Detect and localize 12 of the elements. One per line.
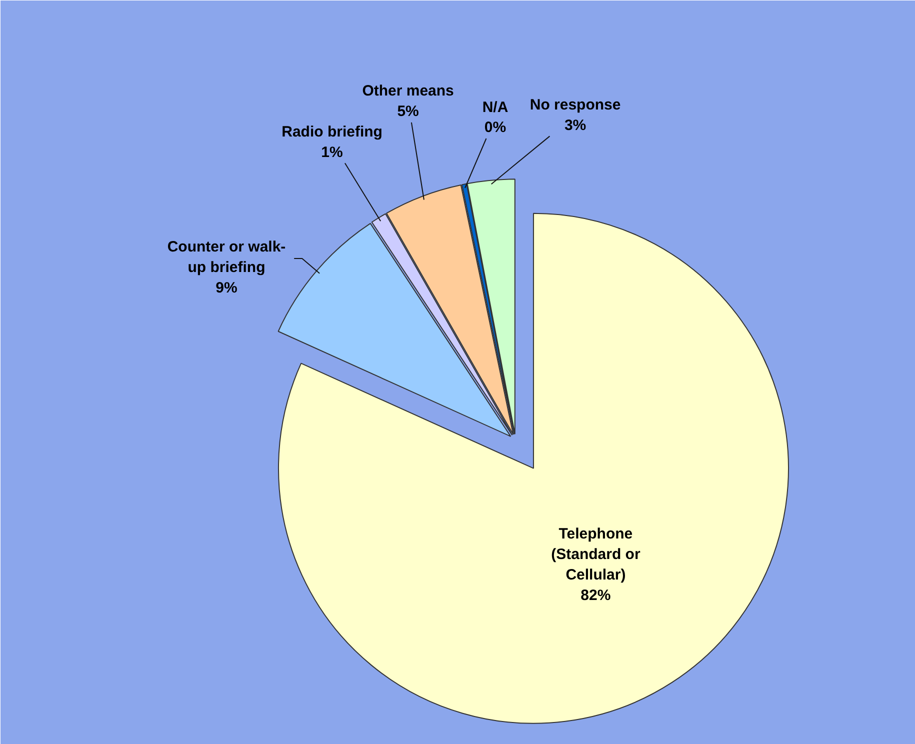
slice-label: N/A bbox=[482, 98, 508, 116]
data-label: 9% bbox=[216, 279, 238, 296]
slice-label: Other means bbox=[362, 82, 454, 100]
slice-label: Radio briefing bbox=[282, 123, 382, 140]
data-label: 3% bbox=[564, 116, 586, 134]
data-label: 82% bbox=[580, 586, 611, 604]
data-label: 1% bbox=[321, 144, 343, 161]
data-label: 5% bbox=[397, 103, 419, 120]
slice-label: Telephone (Standard or Cellular) bbox=[551, 526, 640, 584]
data-label: 0% bbox=[484, 119, 506, 136]
slice-label: Counter or walk-up briefing bbox=[167, 238, 286, 276]
slice-label: No response bbox=[530, 96, 621, 114]
